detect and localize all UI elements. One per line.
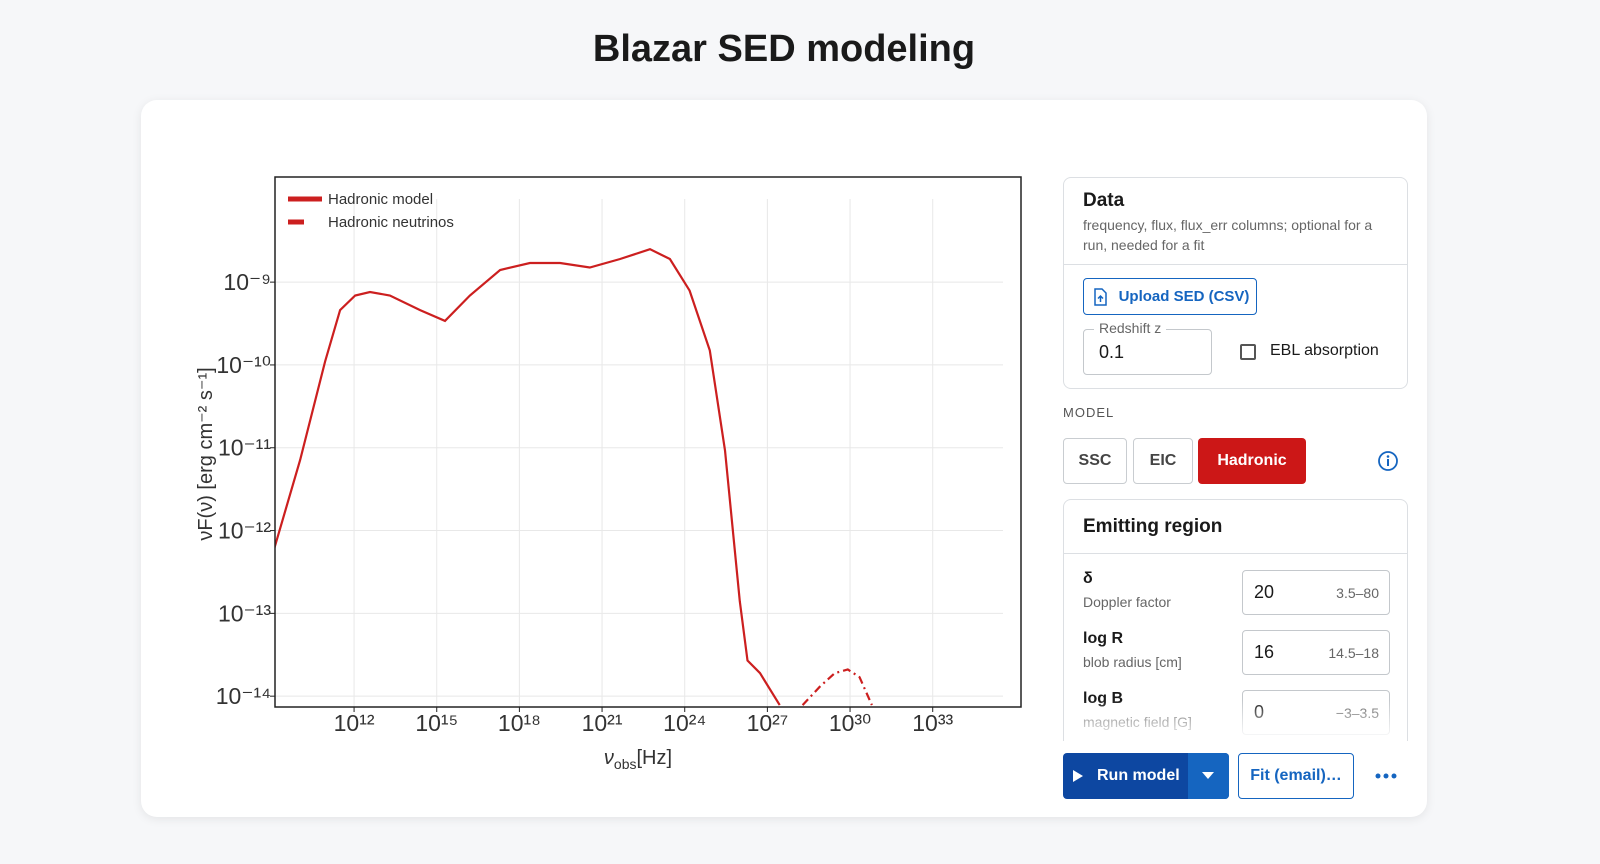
emitting-region-title: Emitting region: [1083, 516, 1223, 537]
series-line: [275, 248, 781, 706]
x-tick-label: 10¹⁵: [415, 710, 458, 736]
legend-label: Hadronic model: [328, 191, 433, 208]
param-input[interactable]: 16 14.5–18: [1242, 630, 1390, 675]
param-value: 20: [1254, 582, 1275, 602]
data-panel: Data frequency, flux, flux_err columns; …: [1063, 177, 1408, 389]
run-model-button[interactable]: Run model: [1063, 753, 1229, 799]
x-tick-label: 10³³: [912, 710, 953, 736]
redshift-label: Redshift z: [1094, 320, 1167, 336]
y-tick-label: 10⁻¹³: [218, 600, 271, 626]
param-value: 16: [1254, 642, 1275, 662]
y-tick-label: 10⁻¹²: [218, 518, 271, 544]
x-tick-label: 10²⁴: [663, 710, 706, 736]
upload-icon: [1093, 287, 1107, 306]
x-tick-label: 10²⁷: [747, 710, 789, 736]
param-symbol: δ: [1083, 570, 1093, 587]
x-tick-label: 10²¹: [582, 710, 623, 736]
x-label-unit: [Hz]: [637, 747, 673, 769]
x-tick-label: 10¹⁸: [498, 710, 541, 736]
emitting-region-panel: Emitting region δ Doppler factor 20 3.5–80 l…: [1063, 499, 1408, 741]
x-axis-label: νobs[Hz]: [604, 747, 672, 772]
model-option[interactable]: EIC: [1133, 438, 1193, 484]
model-option[interactable]: SSC: [1063, 438, 1127, 484]
fade: [1064, 700, 1407, 741]
data-description: frequency, flux, flux_err columns; optio…: [1083, 217, 1373, 253]
param-input[interactable]: 20 3.5–80: [1242, 570, 1390, 615]
more-button[interactable]: [1374, 770, 1398, 782]
upload-label: Upload SED (CSV): [1118, 288, 1250, 305]
divider: [1064, 264, 1407, 265]
y-tick-label: 10⁻⁹: [223, 269, 271, 295]
param-range: 3.5–80: [1336, 585, 1379, 601]
legend-label: Hadronic neutrinos: [328, 214, 454, 231]
run-model-label: Run model: [1097, 767, 1180, 784]
axes: 10¹² 10¹⁵ 10¹⁸ 10²¹ 10²⁴ 10²⁷ 10³⁰ 10³³ 10⁻¹⁴ 10⁻…: [216, 191, 954, 736]
page-title: Blazar SED modeling: [592, 28, 976, 70]
series-line: [801, 668, 873, 706]
param-description: blob radius [cm]: [1083, 654, 1182, 670]
info-icon[interactable]: [1377, 450, 1399, 472]
ebl-label: EBL absorption: [1270, 342, 1379, 359]
grid: [275, 199, 1003, 707]
redshift-input[interactable]: Redshift z 0.1: [1083, 320, 1212, 375]
fit-label: Fit (email)…: [1250, 767, 1342, 784]
x-label-subscript: obs: [614, 756, 637, 772]
y-tick-label: 10⁻¹¹: [218, 435, 271, 461]
plot-lines: [275, 248, 873, 706]
param-symbol: log R: [1083, 630, 1123, 647]
x-label-symbol: ν: [604, 747, 614, 769]
upload-button[interactable]: Upload SED (CSV): [1083, 278, 1257, 315]
run-dropdown[interactable]: [1188, 753, 1229, 799]
caret-icon: [1202, 772, 1214, 779]
chart: 10¹² 10¹⁵ 10¹⁸ 10²¹ 10²⁴ 10²⁷ 10³⁰ 10³³ 10⁻¹⁴ 10⁻…: [195, 176, 1022, 772]
ebl-checkbox[interactable]: [1240, 344, 1256, 360]
data-title: Data: [1083, 190, 1125, 211]
divider: [1064, 553, 1407, 554]
plot-frame: [274, 176, 1022, 708]
x-tick-label: 10¹²: [334, 710, 375, 736]
param-range: 14.5–18: [1328, 645, 1379, 661]
x-tick-label: 10³⁰: [829, 710, 871, 736]
redshift-value: 0.1: [1099, 342, 1125, 362]
play-icon: [1073, 770, 1083, 782]
model-option[interactable]: Hadronic: [1198, 438, 1306, 484]
y-axis-label: νF(ν) [erg cm⁻² s⁻¹]: [195, 367, 217, 540]
param-description: Doppler factor: [1083, 594, 1171, 610]
fit-button[interactable]: Fit (email)…: [1238, 753, 1354, 799]
model-label: MODEL: [1063, 405, 1115, 420]
y-tick-label: 10⁻¹⁴: [216, 683, 271, 709]
y-tick-label: 10⁻¹⁰: [216, 352, 271, 378]
